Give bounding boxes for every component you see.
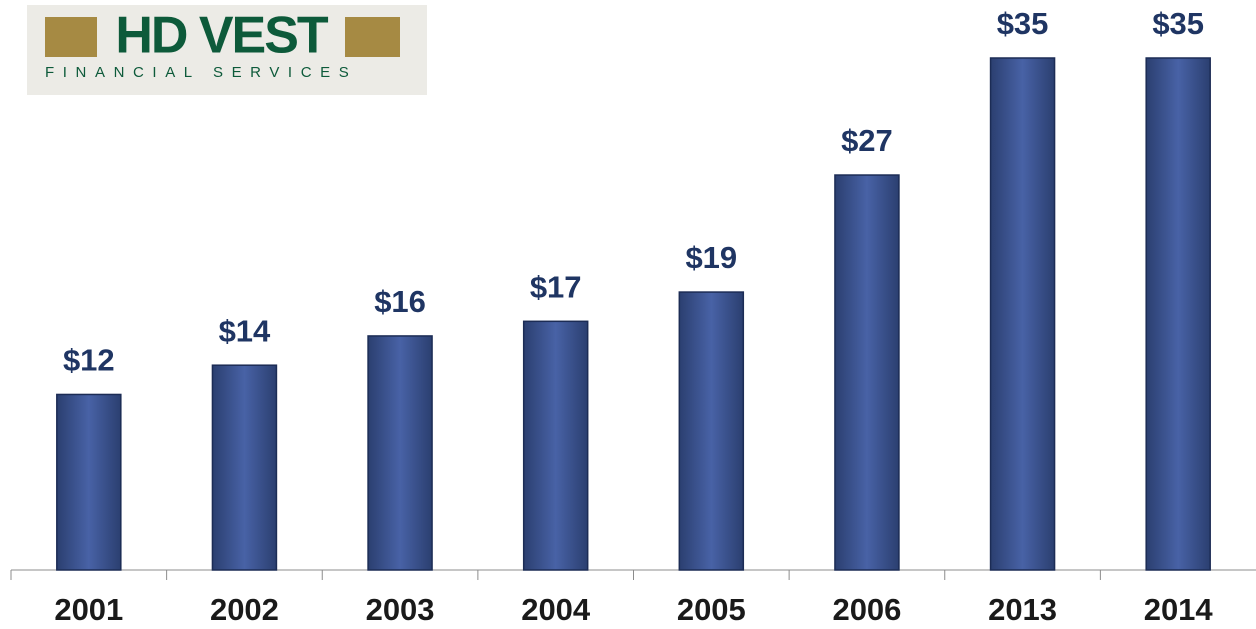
bar: [989, 57, 1056, 571]
x-tick-label: 2014: [1144, 592, 1214, 627]
logo: HD VEST FINANCIAL SERVICES: [27, 5, 427, 95]
value-label: $35: [997, 6, 1049, 41]
bar: [522, 320, 589, 571]
value-label: $27: [841, 123, 893, 158]
logo-block: [345, 17, 400, 57]
x-tick-label: 2006: [832, 592, 901, 627]
bar: [367, 335, 433, 571]
value-label: $35: [1152, 6, 1204, 41]
bar: [56, 393, 122, 571]
x-tick-label: 2004: [521, 592, 591, 627]
logo-subtitle: FINANCIAL SERVICES: [45, 64, 357, 81]
x-tick-label: 2013: [988, 592, 1057, 627]
value-label: $14: [219, 313, 271, 348]
bar: [211, 364, 278, 571]
value-label: $19: [685, 240, 737, 275]
bar: [1145, 57, 1211, 571]
logo-title: HD VEST: [115, 7, 329, 65]
bar: [678, 291, 745, 571]
value-label: $12: [63, 343, 115, 378]
bar: [834, 174, 900, 571]
x-tick-label: 2003: [366, 592, 435, 627]
value-label: $17: [530, 270, 582, 305]
value-label: $16: [374, 284, 426, 319]
logo-block: [45, 17, 97, 57]
x-tick-label: 2005: [677, 592, 746, 627]
x-tick-label: 2002: [210, 592, 279, 627]
x-tick-label: 2001: [54, 592, 123, 627]
